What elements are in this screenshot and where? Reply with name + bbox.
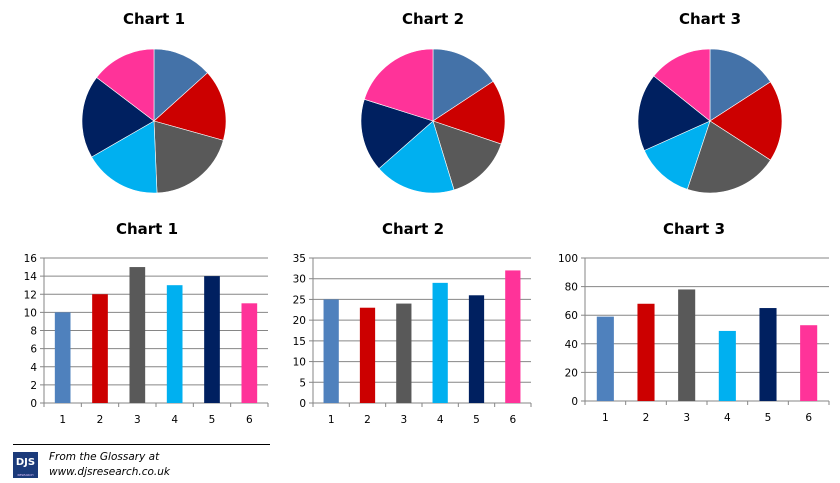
pie-chart-2-title: Chart 2 bbox=[401, 10, 465, 28]
bar-chart-2-title: Chart 2 bbox=[381, 220, 445, 238]
x-tick-label: 2 bbox=[364, 414, 371, 426]
pie-chart-3 bbox=[637, 48, 783, 194]
y-tick-label: 25 bbox=[293, 294, 306, 306]
y-tick-label: 16 bbox=[24, 253, 38, 265]
y-tick-label: 20 bbox=[293, 315, 306, 327]
y-tick-label: 14 bbox=[24, 271, 38, 283]
pie-chart-1-title: Chart 1 bbox=[122, 10, 186, 28]
pie-slice-6 bbox=[653, 48, 711, 122]
bar-5 bbox=[468, 295, 485, 403]
x-tick-label: 2 bbox=[643, 412, 650, 424]
y-tick-label: 4 bbox=[30, 362, 37, 374]
x-tick-label: 5 bbox=[765, 412, 772, 424]
x-tick-label: 1 bbox=[59, 414, 66, 426]
y-tick-label: 20 bbox=[565, 367, 578, 379]
y-tick-label: 10 bbox=[24, 307, 37, 319]
y-tick-label: 5 bbox=[299, 377, 306, 389]
bar-4 bbox=[432, 282, 448, 403]
bar-chart-1-title: Chart 1 bbox=[115, 220, 179, 238]
bar-chart-3: 0 20 40 60 80 100 1 2 3 4 5 6 bbox=[558, 253, 830, 424]
bar-6 bbox=[800, 325, 818, 401]
bar-1 bbox=[596, 316, 614, 401]
y-tick-label: 12 bbox=[24, 289, 37, 301]
y-tick-label: 0 bbox=[299, 398, 306, 410]
pie-slice-3 bbox=[432, 120, 502, 191]
y-tick-label: 60 bbox=[565, 310, 578, 322]
pie-slice-5 bbox=[637, 75, 711, 151]
bar-2 bbox=[359, 307, 376, 403]
credit-line-1: From the Glossary at bbox=[49, 451, 160, 463]
x-tick-label: 1 bbox=[328, 414, 335, 426]
y-tick-label: 15 bbox=[293, 336, 306, 348]
x-tick-label: 3 bbox=[683, 412, 690, 424]
x-tick-label: 3 bbox=[400, 414, 407, 426]
x-tick-label: 6 bbox=[805, 412, 812, 424]
pie-slice-6 bbox=[96, 48, 155, 122]
bar-5 bbox=[759, 308, 777, 401]
y-tick-label: 2 bbox=[30, 380, 37, 392]
pie-slice-6 bbox=[363, 48, 434, 122]
x-tick-label: 5 bbox=[209, 414, 216, 426]
djs-logo: DJS RESEARCH bbox=[13, 452, 38, 478]
bar-6 bbox=[505, 270, 521, 403]
y-tick-label: 40 bbox=[565, 339, 578, 351]
y-tick-label: 8 bbox=[30, 326, 37, 338]
x-tick-label: 1 bbox=[602, 412, 609, 424]
pie-slice-5 bbox=[360, 98, 434, 169]
pie-slice-1 bbox=[432, 48, 494, 122]
y-tick-label: 80 bbox=[565, 282, 578, 294]
bar-3 bbox=[129, 267, 146, 403]
pie-slice-2 bbox=[432, 80, 506, 145]
footer-credit: From the Glossary at www.djsresearch.co.… bbox=[49, 450, 170, 480]
footer-divider bbox=[13, 444, 270, 445]
bar-4 bbox=[718, 330, 736, 401]
y-tick-label: 0 bbox=[571, 396, 578, 408]
pie-chart-3-title: Chart 3 bbox=[678, 10, 742, 28]
y-tick-label: 10 bbox=[293, 357, 306, 369]
pie-slice-5 bbox=[81, 77, 155, 158]
y-tick-label: 0 bbox=[30, 398, 37, 410]
bar-chart-2: 0 5 10 15 20 25 30 35 1 2 3 4 5 6 bbox=[293, 253, 532, 426]
y-tick-label: 35 bbox=[293, 253, 306, 265]
pie-slice-1 bbox=[153, 48, 208, 122]
y-tick-label: 30 bbox=[293, 274, 306, 286]
pie-slice-4 bbox=[643, 120, 711, 190]
x-tick-label: 4 bbox=[437, 414, 444, 426]
bar-1 bbox=[323, 299, 339, 403]
x-tick-label: 5 bbox=[473, 414, 480, 426]
bar-chart-3-title: Chart 3 bbox=[662, 220, 726, 238]
x-tick-label: 6 bbox=[246, 414, 253, 426]
x-tick-label: 4 bbox=[724, 412, 731, 424]
credit-link[interactable]: www.djsresearch.co.uk bbox=[49, 466, 170, 478]
x-tick-label: 6 bbox=[509, 414, 516, 426]
pie-slice-4 bbox=[378, 120, 455, 194]
bar-4 bbox=[166, 285, 183, 403]
y-tick-label: 100 bbox=[558, 253, 578, 265]
pie-slice-3 bbox=[153, 120, 224, 194]
x-tick-label: 3 bbox=[134, 414, 141, 426]
pie-slice-2 bbox=[153, 72, 227, 141]
x-tick-label: 2 bbox=[97, 414, 104, 426]
pie-slice-1 bbox=[709, 48, 771, 122]
bar-6 bbox=[241, 303, 258, 403]
pie-slice-2 bbox=[709, 81, 783, 161]
bar-1 bbox=[54, 312, 71, 403]
pie-slice-4 bbox=[91, 120, 158, 194]
pie-chart-2 bbox=[360, 48, 506, 194]
bar-3 bbox=[678, 289, 696, 401]
y-tick-label: 6 bbox=[30, 344, 37, 356]
pie-chart-1 bbox=[81, 48, 227, 194]
bar-3 bbox=[396, 303, 412, 403]
logo-subtext: RESEARCH bbox=[17, 473, 34, 477]
bar-2 bbox=[92, 294, 108, 403]
pie-slice-3 bbox=[686, 120, 771, 194]
logo-text: DJS bbox=[15, 457, 36, 468]
bar-2 bbox=[637, 303, 655, 401]
bar-5 bbox=[204, 276, 220, 403]
x-tick-label: 4 bbox=[171, 414, 178, 426]
